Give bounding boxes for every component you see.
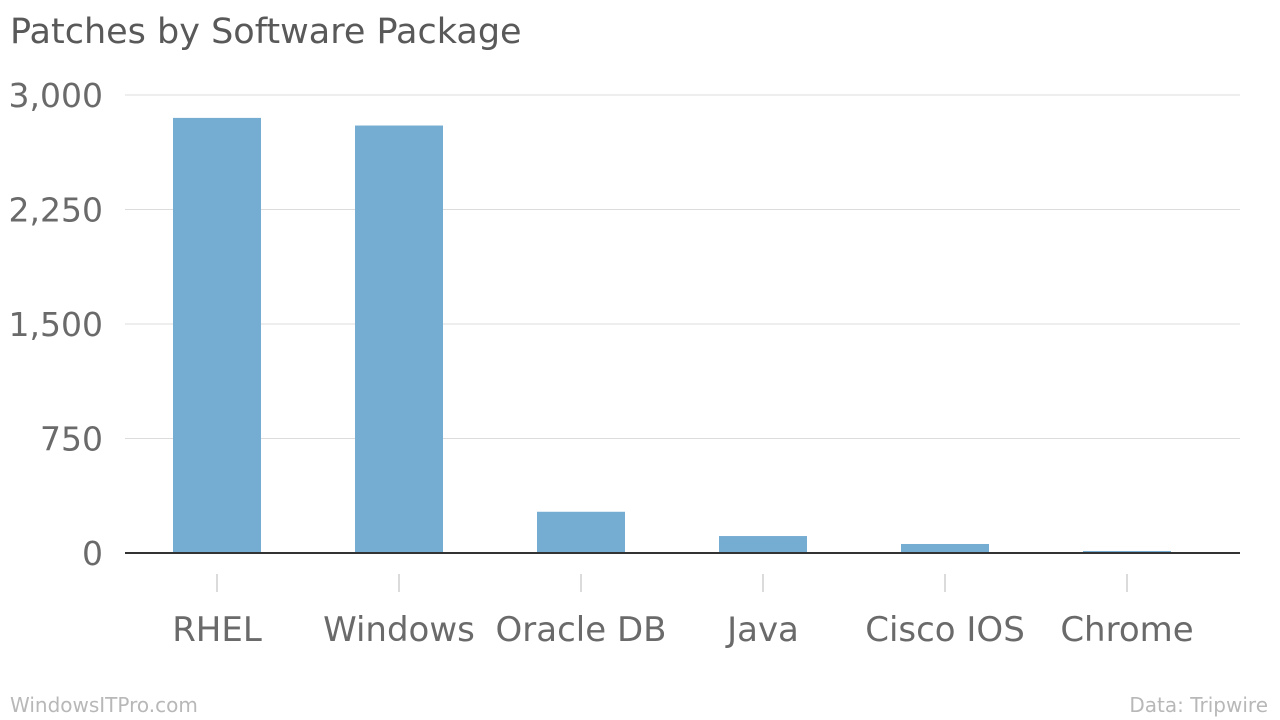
y-tick-label: 750: [40, 420, 103, 459]
footer-source-site: WindowsITPro.com: [10, 693, 198, 717]
x-tick-label: Windows: [323, 610, 475, 650]
bar-java: [719, 536, 807, 553]
x-tick-label: Cisco IOS: [865, 610, 1025, 650]
y-tick-label: 2,250: [9, 191, 103, 230]
chart-title: Patches by Software Package: [10, 12, 522, 52]
y-tick-label: 1,500: [9, 305, 103, 344]
bar-rhel: [173, 117, 261, 554]
y-tick-label: 3,000: [9, 76, 103, 115]
footer-data-credit: Data: Tripwire: [1129, 693, 1268, 717]
bar-oracle-db: [537, 511, 625, 553]
x-tick-label: Chrome: [1060, 610, 1193, 650]
x-tick-label: RHEL: [172, 610, 262, 650]
bar-windows: [355, 125, 443, 554]
x-tick-label: Java: [725, 610, 799, 650]
bar-cisco-ios: [901, 543, 989, 553]
x-tick-label: Oracle DB: [496, 610, 667, 650]
y-tick-label: 0: [82, 534, 103, 573]
